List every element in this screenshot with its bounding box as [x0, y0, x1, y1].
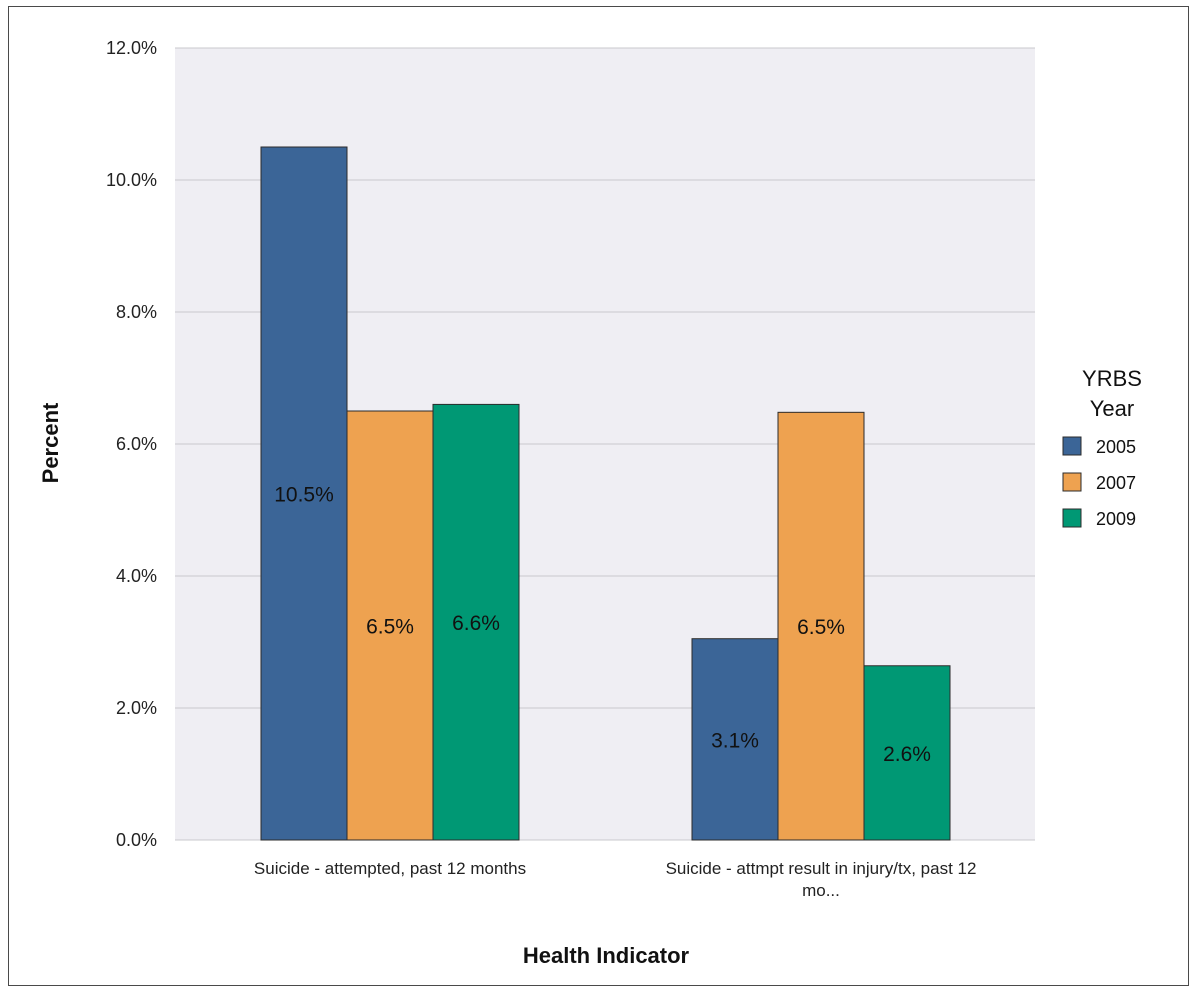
data-label: 3.1% — [711, 729, 759, 752]
y-tick-label: 4.0% — [116, 566, 157, 586]
legend-swatch-2005 — [1062, 436, 1082, 456]
y-tick-label: 0.0% — [116, 830, 157, 850]
bar-2005 — [260, 146, 348, 841]
x-category-label: mo... — [802, 881, 840, 900]
y-tick-label: 6.0% — [116, 434, 157, 454]
data-label: 10.5% — [274, 484, 334, 507]
legend-swatch-2009 — [1062, 508, 1082, 528]
legend-swatch-2007 — [1062, 472, 1082, 492]
bar-2007 — [777, 411, 865, 841]
y-axis-title: Percent — [38, 402, 63, 483]
legend-label: 2005 — [1096, 437, 1136, 457]
data-label: 6.5% — [797, 616, 845, 639]
y-tick-label: 12.0% — [106, 38, 157, 58]
bar-2009 — [432, 403, 520, 841]
x-category-label: Suicide - attmpt result in injury/tx, pa… — [666, 859, 977, 878]
x-axis-title: Health Indicator — [523, 943, 690, 968]
legend-label: 2007 — [1096, 473, 1136, 493]
y-tick-label: 8.0% — [116, 302, 157, 322]
legend: YRBS Year 2005 2007 2009 — [1062, 366, 1142, 529]
data-label: 6.6% — [452, 612, 500, 635]
legend-title: Year — [1090, 396, 1134, 421]
legend-label: 2009 — [1096, 509, 1136, 529]
bar-2007 — [346, 410, 434, 841]
data-label: 2.6% — [883, 743, 931, 766]
x-axis-categories: Suicide - attempted, past 12 months Suici… — [254, 859, 977, 900]
y-axis: 0.0% 2.0% 4.0% 6.0% 8.0% 10.0% 12.0% — [106, 38, 157, 850]
y-tick-label: 10.0% — [106, 170, 157, 190]
x-category-label: Suicide - attempted, past 12 months — [254, 859, 526, 878]
bars: 10.5% 6.5% 6.6% 3.1% 6.5% 2.6% — [260, 146, 951, 841]
bar-2009 — [863, 665, 951, 841]
y-tick-label: 2.0% — [116, 698, 157, 718]
bar-2005 — [691, 638, 779, 841]
legend-title: YRBS — [1082, 366, 1142, 391]
data-label: 6.5% — [366, 616, 414, 639]
